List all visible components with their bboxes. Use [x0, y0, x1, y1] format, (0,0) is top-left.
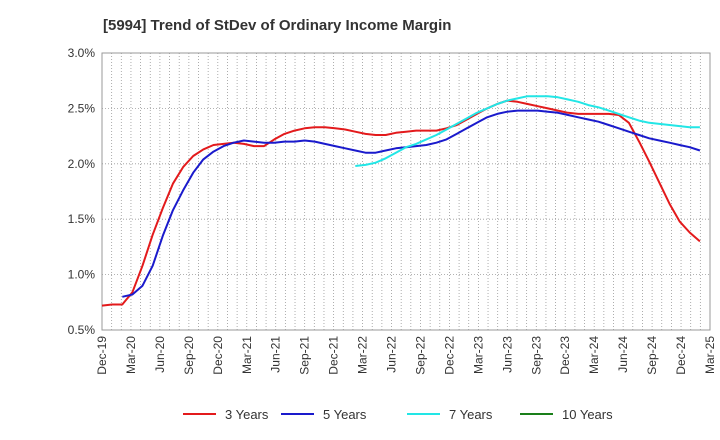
x-tick-label: Jun-24	[616, 336, 630, 373]
y-tick-label: 0.5%	[68, 323, 96, 337]
y-tick-label: 1.0%	[68, 268, 96, 282]
x-tick-label: Dec-20	[211, 336, 225, 375]
x-axis-ticks: Dec-19 Mar-20 Jun-20 Sep-20 Dec-20 Mar-21 Jun-…	[95, 336, 717, 375]
x-tick-label: Dec-19	[95, 336, 109, 375]
x-tick-label: Dec-21	[327, 336, 341, 375]
x-tick-label: Mar-20	[124, 336, 138, 374]
x-tick-label: Dec-24	[674, 336, 688, 375]
series-lines	[101, 95, 701, 307]
legend-label: 5 Years	[323, 407, 367, 422]
legend-label: 3 Years	[225, 407, 269, 422]
x-tick-label: Sep-24	[645, 336, 659, 375]
y-tick-label: 2.5%	[68, 101, 96, 115]
plot-border	[101, 52, 711, 331]
x-tick-label: Jun-22	[385, 336, 399, 373]
x-tick-label: Mar-25	[703, 336, 717, 374]
series-line-2	[122, 109, 701, 298]
x-tick-label: Mar-21	[240, 336, 254, 374]
chart-title: [5994] Trend of StDev of Ordinary Income…	[103, 17, 451, 34]
x-tick-label: Sep-23	[529, 336, 543, 375]
y-tick-label: 2.0%	[68, 157, 96, 171]
x-tick-label: Sep-20	[182, 336, 196, 375]
y-tick-label: 1.5%	[68, 212, 96, 226]
x-tick-label: Dec-22	[442, 336, 456, 375]
plot-background	[102, 53, 710, 330]
x-tick-label: Jun-21	[269, 336, 283, 373]
x-tick-label: Dec-23	[558, 336, 572, 375]
x-tick-label: Mar-24	[587, 336, 601, 374]
x-tick-label: Mar-23	[471, 336, 485, 374]
legend: 3 Years 5 Years 7 Years 10 Years	[183, 407, 613, 422]
x-tick-label: Jun-20	[153, 336, 167, 373]
y-tick-label: 3.0%	[68, 46, 96, 60]
series-line-1	[101, 99, 701, 307]
x-tick-label: Jun-23	[500, 336, 514, 373]
series-line-3	[355, 95, 700, 167]
legend-label: 10 Years	[562, 407, 613, 422]
plot-area	[101, 52, 711, 331]
legend-label: 7 Years	[449, 407, 493, 422]
x-tick-label: Mar-22	[356, 336, 370, 374]
x-tick-label: Sep-22	[413, 336, 427, 375]
y-axis-ticks: 0.5% 1.0% 1.5% 2.0% 2.5% 3.0%	[68, 46, 96, 337]
x-tick-label: Sep-21	[298, 336, 312, 375]
